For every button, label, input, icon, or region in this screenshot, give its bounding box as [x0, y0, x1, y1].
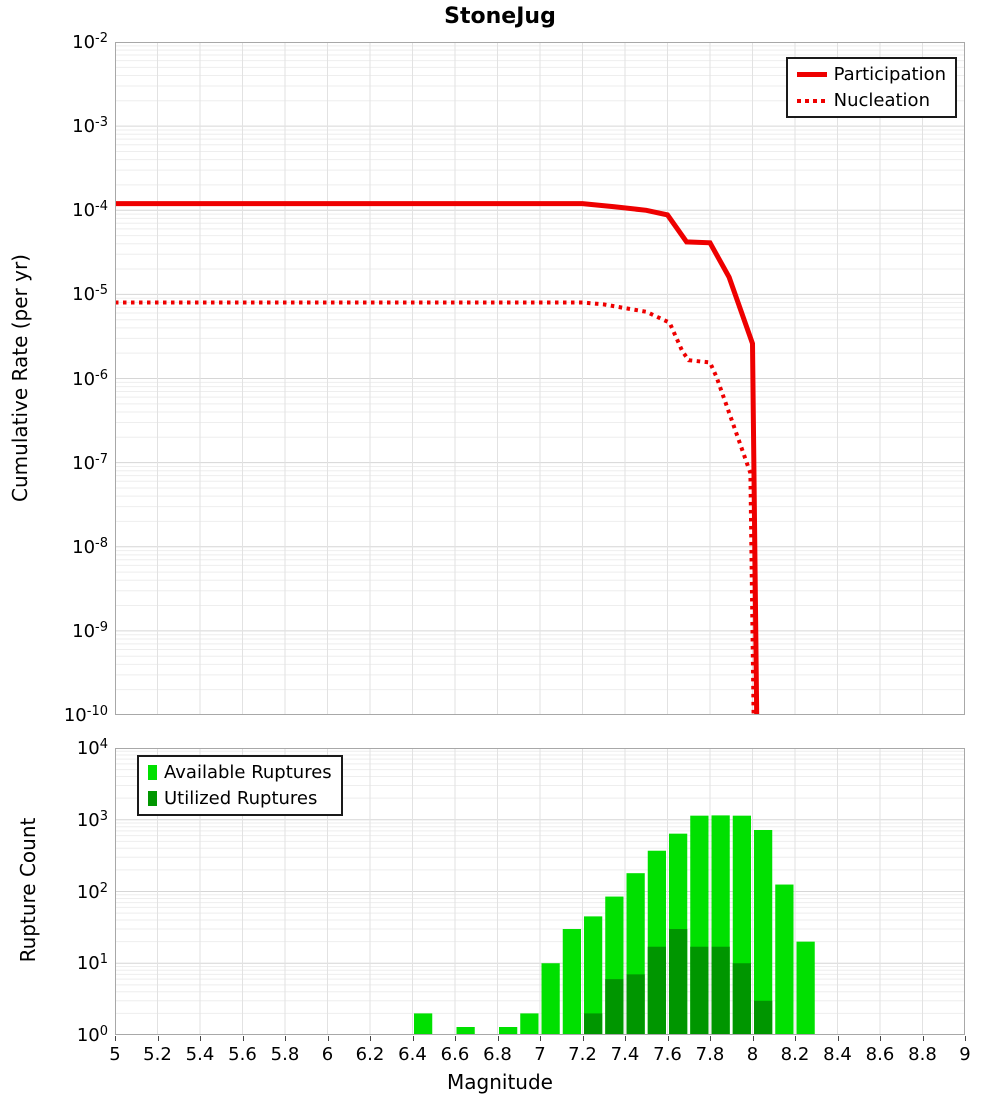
legend-row-utilized: Utilized Ruptures [148, 788, 332, 809]
available-bar [499, 1027, 518, 1035]
x-tick-label: 5.6 [228, 1044, 257, 1065]
x-tick-label: 8.6 [865, 1044, 895, 1065]
plot-border [115, 748, 965, 1035]
x-tick-label: 6.6 [440, 1044, 470, 1065]
x-tick-mark [285, 1036, 286, 1041]
x-tick-label: 8.2 [780, 1044, 810, 1065]
nucleation-line-swatch [796, 98, 827, 103]
y-tick-label: 100 [76, 1024, 108, 1046]
utilized-bar [605, 979, 624, 1035]
y-axis-label-count: Rupture Count [16, 817, 40, 963]
utilized-bar [647, 946, 666, 1035]
x-tick-mark [965, 1036, 966, 1041]
x-tick-mark [540, 1036, 541, 1041]
legend-row-available: Available Ruptures [148, 762, 332, 783]
x-tick-mark [582, 1036, 584, 1041]
available-bar [414, 1013, 433, 1035]
rate-legend: Participation Nucleation [785, 57, 957, 118]
y-tick-label: 10-10 [63, 704, 108, 726]
x-tick-label: 5.2 [143, 1044, 172, 1065]
x-tick-label: 6.2 [355, 1044, 385, 1065]
available-bar [584, 916, 603, 1035]
x-tick-label: 6 [321, 1044, 334, 1065]
x-tick-label: 7.6 [653, 1044, 682, 1065]
x-tick-label: 6.8 [483, 1044, 512, 1065]
x-tick-label: 7.2 [568, 1044, 597, 1065]
x-tick-mark [370, 1036, 371, 1041]
available-bar [796, 941, 815, 1035]
y-tick-label: 10-2 [72, 31, 108, 53]
x-tick-label: 7.4 [610, 1044, 640, 1065]
x-tick-mark [837, 1036, 839, 1041]
x-axis-label: Magnitude [447, 1070, 553, 1094]
x-tick-label: 9 [959, 1044, 971, 1065]
utilized-bar [711, 946, 730, 1035]
y-tick-label: 101 [76, 952, 108, 975]
x-tick-mark [157, 1036, 159, 1041]
available-ruptures-swatch [148, 765, 157, 780]
x-tick-label: 5.4 [185, 1044, 215, 1065]
nucleation-curve [115, 300, 756, 715]
x-tick-mark [795, 1036, 796, 1041]
x-tick-mark [455, 1036, 456, 1041]
x-tick-label: 7 [534, 1044, 546, 1065]
available-bar [562, 929, 581, 1035]
y-tick-label: 10-5 [72, 283, 108, 306]
nucleation-label: Nucleation [833, 90, 930, 111]
y-tick-label: 103 [76, 808, 108, 831]
available-ruptures-label: Available Ruptures [164, 762, 332, 783]
participation-curve [115, 201, 760, 715]
plot-border [115, 42, 965, 715]
y-axis-label-rate: Cumulative Rate (per yr) [8, 254, 32, 502]
x-tick-label: 8 [746, 1044, 759, 1065]
x-tick-mark [625, 1036, 626, 1041]
x-tick-label: 5.8 [270, 1044, 300, 1065]
y-tick-label: 10-3 [72, 115, 108, 138]
x-tick-mark [200, 1036, 201, 1041]
x-tick-mark [667, 1036, 669, 1041]
participation-label: Participation [833, 64, 946, 85]
x-tick-mark [115, 1036, 116, 1041]
x-tick-label: 8.4 [823, 1044, 852, 1065]
x-tick-label: 7.8 [695, 1044, 725, 1065]
utilized-bar [690, 946, 709, 1035]
chart-title: StoneJug [444, 4, 556, 29]
x-tick-mark [497, 1036, 499, 1041]
utilized-ruptures-swatch [148, 791, 157, 806]
available-bar [541, 963, 560, 1035]
available-bar [754, 829, 773, 1035]
utilized-bar [626, 974, 645, 1035]
y-tick-label: 10-4 [72, 199, 108, 222]
legend-row-nucleation: Nucleation [796, 90, 946, 111]
y-tick-label: 102 [76, 880, 108, 903]
y-tick-label: 10-7 [72, 451, 108, 474]
legend-row-participation: Participation [796, 64, 946, 85]
x-tick-label: 8.8 [908, 1044, 937, 1065]
count-legend: Available Ruptures Utilized Ruptures [137, 755, 343, 816]
x-tick-mark [752, 1036, 754, 1041]
x-tick-label: 5 [109, 1044, 121, 1065]
utilized-bar [669, 929, 688, 1035]
utilized-bar [584, 1013, 603, 1035]
x-tick-mark [922, 1036, 924, 1041]
x-tick-mark [880, 1036, 881, 1041]
y-tick-label: 10-9 [72, 619, 108, 642]
available-bar [456, 1027, 475, 1035]
x-tick-mark [412, 1036, 414, 1041]
available-bar [775, 884, 794, 1035]
utilized-bar [732, 963, 751, 1035]
participation-line-swatch [796, 72, 827, 77]
x-tick-label: 6.4 [398, 1044, 427, 1065]
cumulative-rate-plot [115, 42, 965, 715]
x-tick-mark [327, 1036, 329, 1041]
x-tick-mark [242, 1036, 244, 1041]
utilized-bar [754, 1000, 773, 1035]
y-tick-label: 10-8 [72, 535, 108, 558]
y-tick-label: 10-6 [72, 367, 108, 390]
utilized-ruptures-label: Utilized Ruptures [164, 788, 318, 809]
x-tick-mark [710, 1036, 711, 1041]
available-bar [520, 1013, 539, 1035]
y-tick-label: 104 [76, 737, 108, 759]
